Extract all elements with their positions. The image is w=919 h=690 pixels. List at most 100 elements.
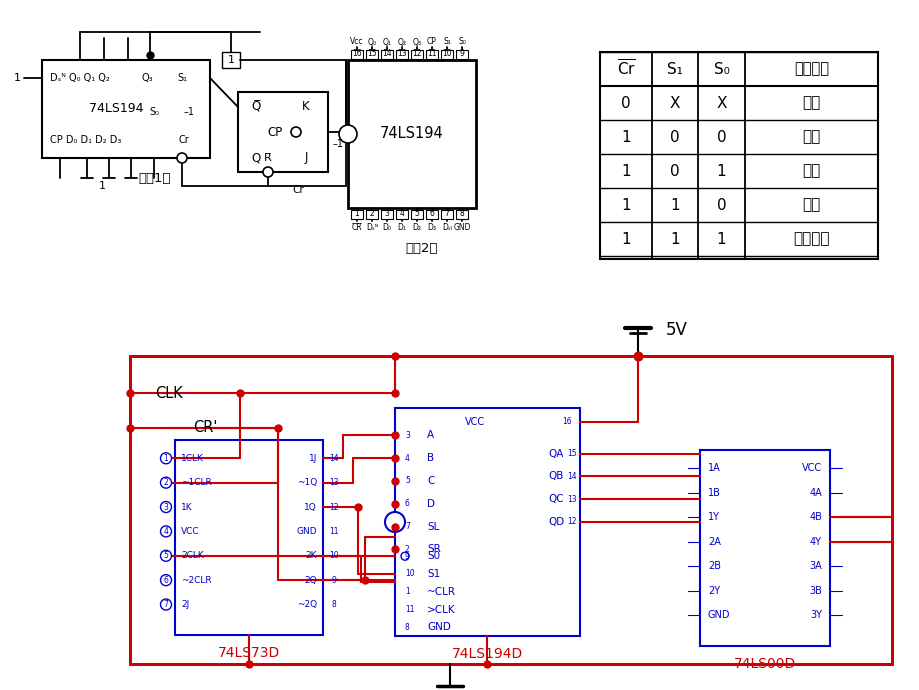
Text: 1Y: 1Y: [708, 513, 720, 522]
Text: 3: 3: [404, 431, 410, 440]
Bar: [394, 408, 579, 636]
Circle shape: [160, 551, 171, 561]
Text: VCC: VCC: [464, 417, 484, 427]
Text: QD: QD: [548, 517, 563, 527]
Text: 7: 7: [404, 522, 410, 531]
Text: $\overline{\mathrm{Cr}}$: $\overline{\mathrm{Cr}}$: [616, 59, 635, 79]
Text: 1: 1: [669, 232, 679, 246]
Text: 3: 3: [164, 502, 168, 511]
Text: 14: 14: [567, 472, 576, 481]
Text: QA: QA: [548, 448, 562, 459]
Text: 2Q: 2Q: [304, 575, 317, 584]
Text: ~2CLR: ~2CLR: [181, 575, 211, 584]
Text: 74LS00D: 74LS00D: [733, 657, 795, 671]
Text: X: X: [669, 95, 679, 110]
Text: X: X: [716, 95, 726, 110]
Text: 14: 14: [329, 454, 338, 463]
Text: 1CLK: 1CLK: [181, 454, 204, 463]
Bar: [347, 60, 475, 208]
Circle shape: [160, 477, 171, 488]
Text: 2B: 2B: [708, 562, 720, 571]
Text: 置零: 置零: [801, 95, 820, 110]
Text: 2K: 2K: [305, 551, 317, 560]
Text: 1: 1: [98, 181, 106, 191]
Text: 74LS194D: 74LS194D: [451, 647, 523, 661]
Text: ~1CLR: ~1CLR: [181, 478, 211, 487]
Circle shape: [160, 502, 171, 513]
Text: 16: 16: [352, 50, 361, 59]
Text: Dₛᴺ: Dₛᴺ: [366, 222, 378, 232]
Text: 3A: 3A: [809, 562, 821, 571]
Text: 1: 1: [620, 130, 630, 144]
Text: Vᴄᴄ: Vᴄᴄ: [350, 37, 363, 46]
Text: VCC: VCC: [801, 464, 821, 473]
Text: 1Q: 1Q: [304, 502, 317, 511]
Bar: [351, 210, 363, 219]
Text: D₀: D₀: [382, 222, 391, 232]
Text: ~2Q: ~2Q: [297, 600, 317, 609]
Text: GND: GND: [426, 622, 450, 632]
Bar: [395, 210, 407, 219]
Text: 0: 0: [669, 164, 679, 179]
Text: 1: 1: [354, 210, 359, 219]
Text: 0: 0: [716, 197, 725, 213]
Text: D₂: D₂: [412, 222, 421, 232]
Bar: [456, 50, 468, 59]
Text: 0: 0: [716, 130, 725, 144]
Circle shape: [160, 526, 171, 537]
Circle shape: [401, 552, 409, 560]
Bar: [599, 52, 877, 259]
Text: 15: 15: [367, 50, 377, 59]
Text: 2CLK: 2CLK: [181, 551, 203, 560]
Text: 13: 13: [397, 50, 406, 59]
Text: 9: 9: [404, 552, 410, 561]
Text: GND: GND: [296, 527, 317, 536]
Text: Q₃: Q₃: [141, 73, 153, 83]
Text: 8: 8: [460, 210, 464, 219]
Text: J: J: [304, 152, 307, 164]
Text: 8: 8: [404, 623, 409, 632]
Text: 12: 12: [567, 518, 576, 526]
Bar: [380, 210, 392, 219]
Text: 14: 14: [381, 50, 391, 59]
Text: 1: 1: [404, 587, 409, 596]
Text: 2Y: 2Y: [708, 586, 720, 596]
Text: Cr: Cr: [178, 135, 189, 145]
Text: SL: SL: [426, 522, 439, 531]
Text: 1: 1: [620, 164, 630, 179]
Text: 16: 16: [562, 417, 572, 426]
Text: 74LS73D: 74LS73D: [218, 646, 279, 660]
Text: Q₀: Q₀: [367, 37, 376, 46]
Text: 2: 2: [164, 478, 168, 487]
Text: CP: CP: [426, 37, 437, 46]
Text: GND: GND: [708, 611, 730, 620]
Text: 1: 1: [620, 197, 630, 213]
Text: 5: 5: [414, 210, 419, 219]
Text: 4Y: 4Y: [809, 537, 821, 547]
Text: 0: 0: [669, 130, 679, 144]
Text: 3Y: 3Y: [809, 611, 821, 620]
Text: A: A: [426, 431, 434, 440]
Text: 3: 3: [384, 210, 389, 219]
Text: 10: 10: [442, 50, 451, 59]
Circle shape: [160, 453, 171, 464]
Text: K: K: [301, 101, 310, 113]
Bar: [425, 210, 437, 219]
Text: 保持: 保持: [801, 130, 820, 144]
Bar: [130, 356, 891, 664]
Text: 图（2）: 图（2）: [405, 241, 437, 255]
Text: 12: 12: [412, 50, 421, 59]
Text: 7: 7: [444, 210, 449, 219]
Text: 1: 1: [716, 232, 725, 246]
Bar: [395, 50, 407, 59]
Text: S₁: S₁: [443, 37, 450, 46]
Bar: [175, 440, 323, 635]
Bar: [380, 50, 392, 59]
Circle shape: [384, 512, 404, 532]
Text: 13: 13: [567, 495, 576, 504]
Text: 0: 0: [620, 95, 630, 110]
Bar: [366, 50, 378, 59]
Text: Dₛₗ: Dₛₗ: [441, 222, 451, 232]
Text: 1K: 1K: [181, 502, 192, 511]
Text: SR: SR: [426, 544, 440, 554]
